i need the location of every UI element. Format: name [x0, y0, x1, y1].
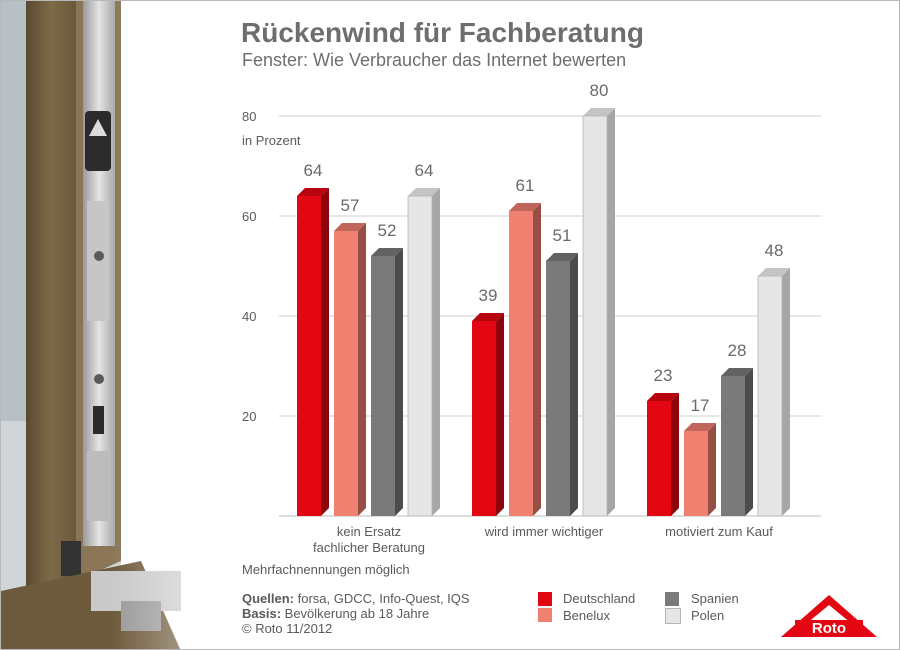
basis-label: Basis:	[242, 606, 282, 621]
legend-swatch-spanien	[665, 592, 679, 606]
bar-spanien-0	[371, 256, 395, 516]
roto-logo-text: Roto	[812, 620, 846, 637]
bar-top-polen-2	[758, 268, 790, 276]
y-tick-label-20: 20	[242, 409, 256, 424]
x-category-label-1-0: wird immer wichtiger	[484, 524, 604, 539]
basis-text: Bevölkerung ab 18 Jahre	[284, 606, 430, 621]
bar-benelux-0	[334, 231, 358, 516]
bar-side-polen-0	[432, 188, 440, 516]
legend-label-spanien: Spanien	[691, 591, 739, 606]
sources-line: Quellen: forsa, GDCC, Info-Quest, IQS	[242, 591, 470, 606]
bar-benelux-1	[509, 211, 533, 516]
data-label-polen-2: 48	[765, 241, 784, 260]
bar-top-polen-0	[408, 188, 440, 196]
roto-logo: Roto	[781, 595, 877, 637]
sources-block: Quellen: forsa, GDCC, Info-Quest, IQS Ba…	[242, 591, 470, 636]
footnote: Mehrfachnennungen möglich	[242, 562, 410, 577]
bar-side-spanien-2	[745, 368, 753, 516]
bar-top-deutschland-1	[472, 313, 504, 321]
chart-subtitle: Fenster: Wie Verbraucher das Internet be…	[242, 50, 627, 70]
bar-top-polen-1	[583, 108, 615, 116]
legend-swatch-polen	[665, 608, 681, 624]
data-label-polen-0: 64	[415, 161, 434, 180]
bar-polen-2	[757, 275, 783, 517]
data-label-benelux-2: 17	[691, 396, 710, 415]
bar-side-benelux-0	[358, 223, 366, 516]
bar-top-spanien-0	[371, 248, 403, 256]
bar-polen-0	[407, 195, 433, 517]
legend-label-polen: Polen	[691, 608, 725, 623]
bar-side-polen-2	[782, 268, 790, 516]
y-tick-label-40: 40	[242, 309, 256, 324]
bar-side-polen-1	[607, 108, 615, 516]
bar-spanien-1	[546, 261, 570, 516]
bar-top-benelux-2	[684, 423, 716, 431]
x-category-label-0-1: fachlicher Beratung	[313, 540, 425, 555]
sources-text: forsa, GDCC, Info-Quest, IQS	[297, 591, 470, 606]
legend-swatch-deutschland	[538, 592, 552, 606]
bar-side-deutschland-0	[321, 188, 329, 516]
bar-top-deutschland-0	[297, 188, 329, 196]
bar-side-benelux-2	[708, 423, 716, 516]
bar-benelux-2	[684, 431, 708, 516]
bar-side-benelux-1	[533, 203, 541, 516]
legend-swatch-benelux	[538, 608, 552, 622]
data-label-benelux-0: 57	[341, 196, 360, 215]
bar-top-spanien-2	[721, 368, 753, 376]
legend-label-deutschland: Deutschland	[563, 591, 636, 606]
bar-side-deutschland-2	[671, 393, 679, 516]
data-label-deutschland-0: 64	[304, 161, 323, 180]
bar-top-deutschland-2	[647, 393, 679, 401]
legend-label-benelux: Benelux	[563, 608, 610, 623]
data-label-benelux-1: 61	[516, 176, 535, 195]
bar-side-spanien-0	[395, 248, 403, 516]
bar-top-spanien-1	[546, 253, 578, 261]
copyright: © Roto 11/2012	[242, 621, 333, 636]
basis-line: Basis: Bevölkerung ab 18 Jahre	[242, 606, 470, 621]
y-axis-label: in Prozent	[242, 133, 301, 148]
x-category-label-2-0: motiviert zum Kauf	[665, 524, 773, 539]
bar-spanien-2	[721, 376, 745, 516]
data-label-spanien-2: 28	[728, 341, 747, 360]
data-label-polen-1: 80	[590, 81, 609, 100]
chart-title: Rückenwind für Fachberatung	[241, 17, 644, 48]
y-tick-label-80: 80	[242, 109, 256, 124]
bar-deutschland-1	[472, 321, 496, 516]
data-label-spanien-1: 51	[553, 226, 572, 245]
data-label-deutschland-1: 39	[479, 286, 498, 305]
data-label-spanien-0: 52	[378, 221, 397, 240]
data-label-deutschland-2: 23	[654, 366, 673, 385]
bar-polen-1	[582, 115, 608, 517]
bar-side-spanien-1	[570, 253, 578, 516]
bar-side-deutschland-1	[496, 313, 504, 516]
bar-top-benelux-0	[334, 223, 366, 231]
bar-top-benelux-1	[509, 203, 541, 211]
sources-label: Quellen:	[242, 591, 295, 606]
x-category-label-0-0: kein Ersatz	[337, 524, 401, 539]
bar-deutschland-0	[297, 196, 321, 516]
y-tick-label-60: 60	[242, 209, 256, 224]
bar-deutschland-2	[647, 401, 671, 516]
